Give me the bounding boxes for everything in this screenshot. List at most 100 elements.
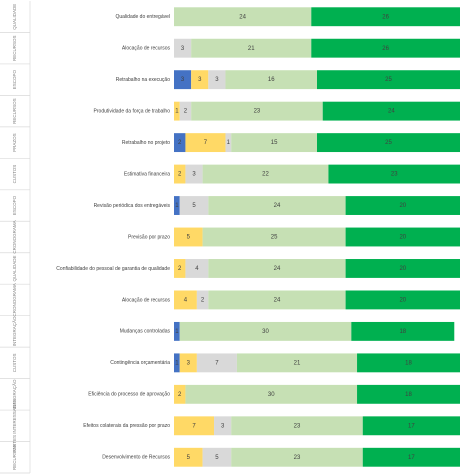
value-label: 24 (274, 266, 281, 272)
value-label: 20 (399, 203, 406, 209)
group-label: QUALIDADE (12, 4, 17, 30)
value-label: 26 (382, 46, 389, 52)
value-label: 4 (195, 266, 199, 272)
bar-segment (191, 38, 312, 58)
group-label: INTEGRAÇÃO (11, 379, 17, 409)
bar-segment (345, 196, 460, 215)
category-label: Produtividade da força de trabalho (94, 108, 171, 114)
value-label: 21 (294, 360, 301, 366)
category-label: Desenvolvimento de Recursos (102, 455, 170, 461)
bar-segment (174, 447, 203, 467)
value-label: 3 (221, 423, 225, 429)
value-label: 7 (215, 360, 219, 366)
value-label: 23 (254, 109, 261, 115)
group-label: PRAZOS (12, 133, 17, 152)
category-label: Alocação de recursos (122, 46, 171, 52)
value-label: 17 (408, 455, 415, 461)
group-label: CUSTOS (12, 165, 17, 184)
value-label: 25 (271, 235, 278, 241)
value-label: 24 (274, 298, 281, 304)
bar-segment (208, 70, 226, 90)
bar-segment (185, 133, 226, 153)
value-label: 4 (184, 298, 188, 304)
value-label: 7 (204, 140, 208, 146)
bar-segment (191, 70, 209, 90)
value-label: 2 (178, 266, 182, 272)
value-label: 30 (268, 392, 275, 398)
value-label: 5 (187, 235, 191, 241)
group-label: CRONOGRAMA (12, 220, 17, 253)
bar-segment (196, 290, 209, 310)
bar-segment (345, 290, 460, 310)
bar-segment (236, 353, 358, 373)
bar-segment (179, 101, 192, 121)
value-label: 3 (192, 172, 196, 178)
bar-segment (311, 7, 460, 27)
bar-segment (231, 133, 317, 153)
value-label: 3 (187, 360, 191, 366)
category-label: Qualidade do entregável (116, 14, 171, 20)
value-label: 1 (175, 360, 179, 366)
value-label: 25 (385, 140, 392, 146)
category-label: Eficiência do processo de aprovação (88, 392, 170, 398)
bar-segment (174, 384, 186, 404)
bar-segment (328, 164, 460, 184)
category-label: Contingência orçamentária (110, 360, 170, 366)
group-label: RECURSOS (12, 35, 17, 61)
value-label: 23 (294, 455, 301, 461)
bar-segment (362, 447, 460, 467)
bar-segment (225, 133, 232, 153)
value-label: 15 (271, 140, 278, 146)
bar-segment (357, 384, 460, 404)
bar-segment (174, 416, 215, 436)
value-label: 18 (399, 329, 406, 335)
bar-segment (191, 101, 323, 121)
value-label: 25 (385, 77, 392, 83)
category-label: Retrabalho na execução (116, 77, 170, 83)
group-label: RECURSOS (12, 98, 17, 124)
value-label: 17 (408, 423, 415, 429)
value-label: 2 (201, 298, 205, 304)
bar-segment (174, 259, 186, 278)
bar-segment (231, 447, 363, 467)
category-label: Previsão por prazo (128, 234, 170, 240)
category-label: Estimativa financeira (124, 171, 170, 177)
bar-segment (322, 101, 460, 121)
group-label: ESCOPO (12, 70, 17, 90)
value-label: 20 (399, 235, 406, 241)
bar-segment (174, 38, 192, 58)
value-label: 3 (181, 46, 185, 52)
value-label: 23 (294, 423, 301, 429)
value-label: 2 (178, 140, 182, 146)
bar-segment (208, 290, 346, 310)
value-label: 3 (215, 77, 219, 83)
value-label: 18 (405, 360, 412, 366)
group-label: RECURSOS (12, 445, 17, 471)
bar-segment (174, 321, 180, 341)
value-label: 24 (239, 14, 246, 20)
group-label: INTEGRAÇÃO (11, 316, 17, 346)
value-label: 30 (262, 329, 269, 335)
bar-segment (179, 321, 352, 341)
value-label: 1 (175, 203, 179, 209)
bar-segment (174, 227, 203, 247)
bar-segment (202, 164, 329, 184)
bar-segment (185, 384, 358, 404)
bar-segment (174, 133, 186, 153)
group-label: CRONOGRAMA (12, 283, 17, 316)
value-label: 3 (198, 77, 202, 83)
bar-segment (174, 290, 197, 310)
bar-segment (202, 447, 232, 467)
bar-segment (174, 353, 180, 373)
bar-segment (208, 196, 346, 215)
bar-segment (231, 416, 363, 436)
value-label: 2 (178, 392, 182, 398)
value-label: 20 (399, 298, 406, 304)
value-label: 23 (391, 172, 398, 178)
value-label: 16 (268, 77, 275, 83)
value-label: 22 (262, 172, 269, 178)
bar-segment (311, 38, 460, 58)
bar-segment (174, 196, 180, 215)
category-label: Confiabilidade do pessoal de garantia de… (56, 266, 170, 272)
